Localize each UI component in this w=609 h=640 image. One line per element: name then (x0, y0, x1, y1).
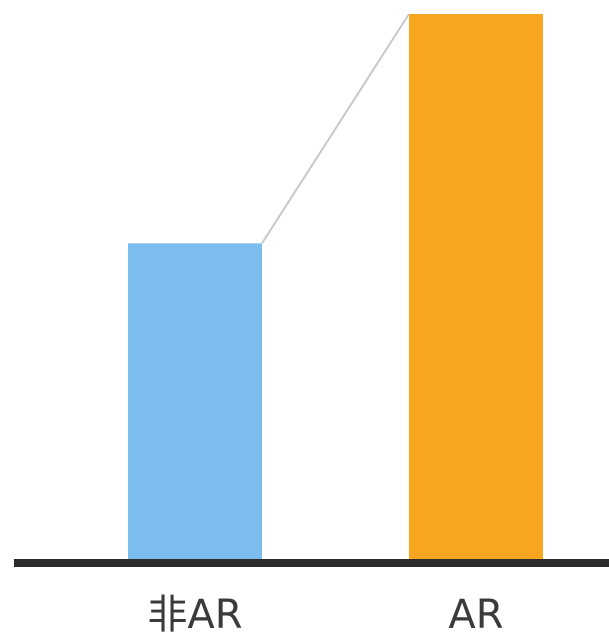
connector-layer (261, 13, 410, 244)
x-tick-label-ar: AR (448, 592, 503, 638)
connector-line (261, 13, 410, 244)
bars-layer (128, 14, 543, 560)
x-tick-label-non-ar: 非AR (147, 592, 242, 638)
tick-labels-layer: 非AR AR (147, 592, 503, 638)
bar-non-ar (128, 243, 262, 560)
bar-ar (409, 14, 543, 560)
